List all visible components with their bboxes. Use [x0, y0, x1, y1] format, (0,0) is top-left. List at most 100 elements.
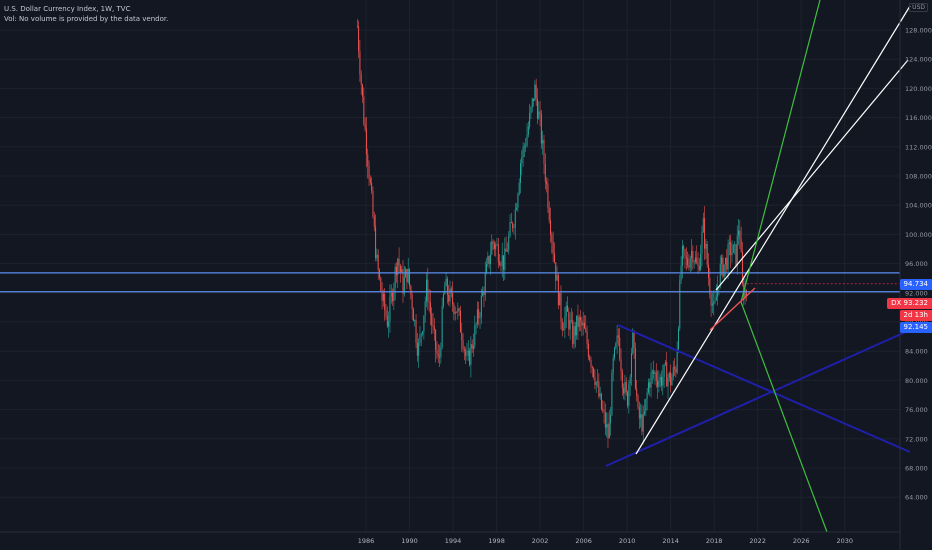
candle-body: [367, 154, 369, 166]
candle-body: [559, 292, 561, 306]
candle-body: [365, 129, 367, 155]
time-axis[interactable]: 1986 1990 1994 1998 2002 2006 2010 2014 2018 2022…: [358, 537, 853, 545]
candle-body: [398, 258, 400, 266]
candle-body: [667, 377, 669, 387]
candle-body: [693, 261, 695, 263]
price-tick-label: 116.000: [905, 114, 932, 122]
candle-body: [523, 146, 525, 148]
price-tick-label: 84.000: [905, 348, 928, 356]
candle-body: [543, 139, 545, 164]
candle-body: [513, 227, 515, 229]
candle-body: [459, 310, 461, 333]
candle-body: [514, 209, 516, 228]
candle-body: [741, 251, 743, 284]
candle-body: [384, 293, 386, 310]
candle-body: [504, 248, 506, 270]
candle-body: [624, 381, 626, 394]
candle-body: [610, 415, 612, 424]
candle-body: [389, 296, 391, 322]
candle-body: [547, 184, 549, 209]
currency-badge[interactable]: USD: [909, 3, 928, 12]
candle-body: [466, 355, 468, 356]
candle-body: [612, 357, 614, 373]
candle-body: [380, 277, 382, 292]
candle-body: [425, 279, 427, 302]
candle-body: [646, 392, 648, 399]
candle-body: [372, 190, 374, 217]
candle-body: [410, 285, 412, 295]
candle-body: [586, 331, 588, 345]
candle-body: [369, 178, 371, 183]
candle-body: [529, 113, 531, 127]
candle-body: [546, 181, 548, 185]
candle-body: [555, 262, 557, 281]
candle-body: [368, 165, 370, 179]
candle-body: [419, 334, 421, 343]
candle-body: [597, 381, 599, 383]
candle-body: [561, 321, 563, 331]
candle-body: [563, 329, 565, 331]
candle-body: [397, 258, 399, 276]
candle-body: [448, 294, 450, 302]
candle-body: [411, 294, 413, 310]
candle-body: [739, 230, 741, 240]
candle-body: [416, 342, 418, 356]
candle-body: [495, 244, 497, 250]
candle-body: [503, 255, 505, 270]
candle-body: [449, 288, 451, 302]
candle-body: [439, 356, 441, 358]
candle-body: [581, 320, 583, 326]
candle-body: [573, 326, 575, 345]
candle-body: [402, 269, 404, 294]
candle-body: [637, 395, 639, 408]
candle-body: [640, 414, 642, 419]
candle-body: [479, 317, 481, 319]
candle-body: [454, 311, 456, 314]
candle-body: [394, 266, 396, 288]
candle-body: [668, 372, 670, 378]
candle-body: [615, 343, 617, 348]
symbol-title[interactable]: U.S. Dollar Currency Index, 1W, TVC: [4, 5, 131, 13]
candle-body: [415, 320, 417, 343]
candle-body: [452, 292, 454, 305]
candle-body: [594, 377, 596, 385]
candle-body: [708, 264, 710, 278]
candle-body: [600, 393, 602, 409]
candle-body: [522, 146, 524, 158]
candle-body: [493, 243, 495, 250]
candle-body: [418, 342, 420, 356]
candle-body: [726, 257, 728, 270]
candle-body: [578, 317, 580, 327]
candle-body: [702, 218, 704, 233]
candle-body: [711, 303, 713, 306]
candle-body: [428, 301, 430, 303]
candle-body: [486, 263, 488, 274]
price-axis[interactable]: 128.000 124.000 120.000 116.000 112.000 108.0…: [905, 27, 932, 502]
candle-body: [390, 292, 392, 297]
candle-body: [691, 251, 693, 259]
candle-body: [666, 362, 668, 387]
candle-body: [478, 309, 480, 319]
candle-body: [453, 304, 455, 314]
candle-body: [613, 347, 615, 358]
candle-body: [732, 244, 734, 253]
candle-body: [709, 277, 711, 294]
candle-body: [566, 305, 568, 312]
candle-body: [636, 388, 638, 396]
red-short-trend-line: [709, 287, 756, 331]
candle-body: [544, 163, 546, 182]
candle-body: [458, 308, 460, 311]
candle-body: [356, 26, 358, 27]
white-channel-line-lower: [715, 59, 909, 291]
candle-body: [617, 335, 619, 338]
blue-trend-line-falling: [617, 324, 911, 453]
candle-body: [647, 382, 649, 393]
time-tick-label: 2014: [662, 537, 679, 545]
candle-body: [671, 377, 673, 386]
green-trend-line-falling: [740, 301, 828, 533]
candle-body: [664, 362, 666, 365]
candle-body: [474, 324, 476, 346]
time-tick-label: 2002: [532, 537, 549, 545]
candle-body: [587, 344, 589, 357]
